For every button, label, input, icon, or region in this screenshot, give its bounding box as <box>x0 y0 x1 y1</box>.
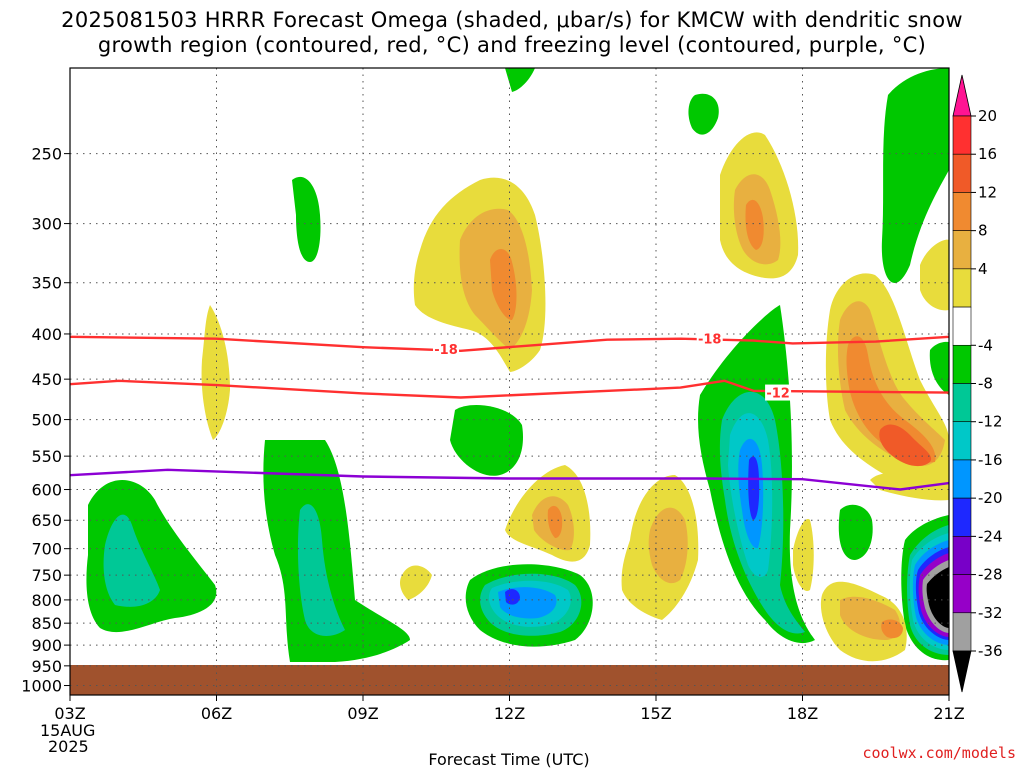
colorbar-label: -12 <box>978 413 1003 431</box>
omega-region-green <box>505 68 535 92</box>
x-tick-label: 15Z <box>640 704 671 723</box>
colorbar-segment <box>952 459 972 499</box>
omega-region-green <box>292 176 321 262</box>
y-tick-label: 850 <box>31 614 62 633</box>
y-tick-label: 950 <box>31 657 62 676</box>
y-tick-label: 750 <box>31 566 62 585</box>
colorbar-label: -32 <box>978 604 1003 622</box>
y-tick-label: 900 <box>31 636 62 655</box>
chart-title: 2025081503 HRRR Forecast Omega (shaded, … <box>0 8 1024 58</box>
omega-region-yellow <box>793 519 814 591</box>
contour-label-background <box>696 330 723 347</box>
omega-region-darkblue <box>748 456 760 520</box>
colorbar-segment <box>952 497 972 537</box>
contour-label: -18 <box>698 333 722 348</box>
x-tick-label: 21Z <box>933 704 964 723</box>
x-axis-label: Forecast Time (UTC) <box>428 750 589 768</box>
colorbar: 20 16 12 8 4 -4 -8 -12 -16 -20 -24 -28 -32 -36 <box>952 74 1003 693</box>
x-tick-label: 18Z <box>787 704 818 723</box>
colorbar-bottom-arrow <box>952 650 972 693</box>
y-tick-label: 300 <box>31 215 62 234</box>
omega-region-orange2 <box>846 336 936 463</box>
omega-region-green <box>263 440 410 662</box>
colorbar-label: -20 <box>978 489 1003 507</box>
omega-region-darkblue <box>505 589 520 605</box>
omega-region-orange2 <box>547 505 563 538</box>
omega-shading <box>70 68 949 695</box>
colorbar-label: -4 <box>978 336 993 354</box>
colorbar-label: 16 <box>978 145 997 163</box>
y-tick-label: 800 <box>31 591 62 610</box>
contour-label-background <box>433 341 460 358</box>
colorbar-segment <box>952 536 972 575</box>
x-tick-label: 12Z <box>494 704 525 723</box>
omega-region-green <box>929 341 949 395</box>
credit-link[interactable]: coolwx.com/models <box>862 744 1016 762</box>
chart-title-line-2: growth region (contoured, red, °C) and f… <box>97 33 927 57</box>
colorbar-label: -28 <box>978 566 1003 584</box>
contour-label: -18 <box>434 343 458 358</box>
omega-region-orange1 <box>648 507 688 584</box>
omega-region-yellow <box>870 473 949 501</box>
colorbar-segment <box>952 344 972 384</box>
y-tick-label: 400 <box>31 325 62 344</box>
contour-label: -12 <box>766 387 790 402</box>
colorbar-segment <box>952 306 972 346</box>
colorbar-label: -36 <box>978 642 1003 660</box>
x-start-year-label: 2025 <box>48 737 89 756</box>
omega-region-teal <box>103 514 160 607</box>
colorbar-label: 12 <box>978 183 997 201</box>
colorbar-segment <box>952 230 972 270</box>
omega-region-green <box>838 504 873 560</box>
omega-region-black <box>926 567 949 628</box>
y-tick-label: 1000 <box>21 677 62 696</box>
omega-region-red <box>879 424 932 467</box>
omega-region-yellow <box>920 239 949 311</box>
omega-region-orange2 <box>745 199 764 250</box>
x-start-date-label: 15AUG <box>40 721 95 740</box>
y-tick-label: 600 <box>31 481 62 500</box>
colorbar-segment <box>952 383 972 423</box>
colorbar-label: 20 <box>978 107 997 125</box>
omega-region-green <box>881 68 949 284</box>
x-tick-label: 03Z <box>54 704 85 723</box>
colorbar-segment <box>952 192 972 231</box>
omega-region-green <box>450 405 524 476</box>
y-tick-label: 350 <box>31 274 62 293</box>
y-tick-label: 550 <box>31 447 62 466</box>
colorbar-label: -24 <box>978 527 1003 545</box>
colorbar-segment <box>952 268 972 308</box>
x-tick-label: 09Z <box>347 704 378 723</box>
omega-region-yellow <box>400 565 432 600</box>
omega-region-green <box>688 93 719 135</box>
colorbar-top-arrow <box>952 74 972 117</box>
y-axis: 250 300 350 400 450 500 550 600 650 700 750 800 850 9… <box>21 145 70 696</box>
colorbar-segment <box>952 115 972 155</box>
contour-lines: -18 -18 -12 <box>69 330 950 491</box>
colorbar-label: -16 <box>978 451 1003 469</box>
omega-region-orange2 <box>881 619 903 639</box>
colorbar-label: 4 <box>978 260 988 278</box>
y-tick-label: 650 <box>31 511 62 530</box>
colorbar-label: -8 <box>978 375 993 393</box>
omega-region-teal <box>297 504 345 636</box>
colorbar-segment <box>952 574 972 614</box>
y-tick-label: 450 <box>31 370 62 389</box>
x-tick-label: 06Z <box>201 704 232 723</box>
contour-line <box>69 335 950 352</box>
y-tick-label: 700 <box>31 540 62 559</box>
contour-label-background <box>765 384 792 401</box>
y-tick-label: 250 <box>31 145 62 164</box>
contour-line <box>69 468 950 491</box>
y-tick-label: 500 <box>31 411 62 430</box>
colorbar-segment <box>952 421 972 461</box>
colorbar-segment <box>952 153 972 193</box>
colorbar-label: 8 <box>978 222 988 240</box>
chart-title-line-1: 2025081503 HRRR Forecast Omega (shaded, … <box>61 8 963 32</box>
colorbar-segment <box>952 612 972 652</box>
contour-line <box>69 379 950 399</box>
